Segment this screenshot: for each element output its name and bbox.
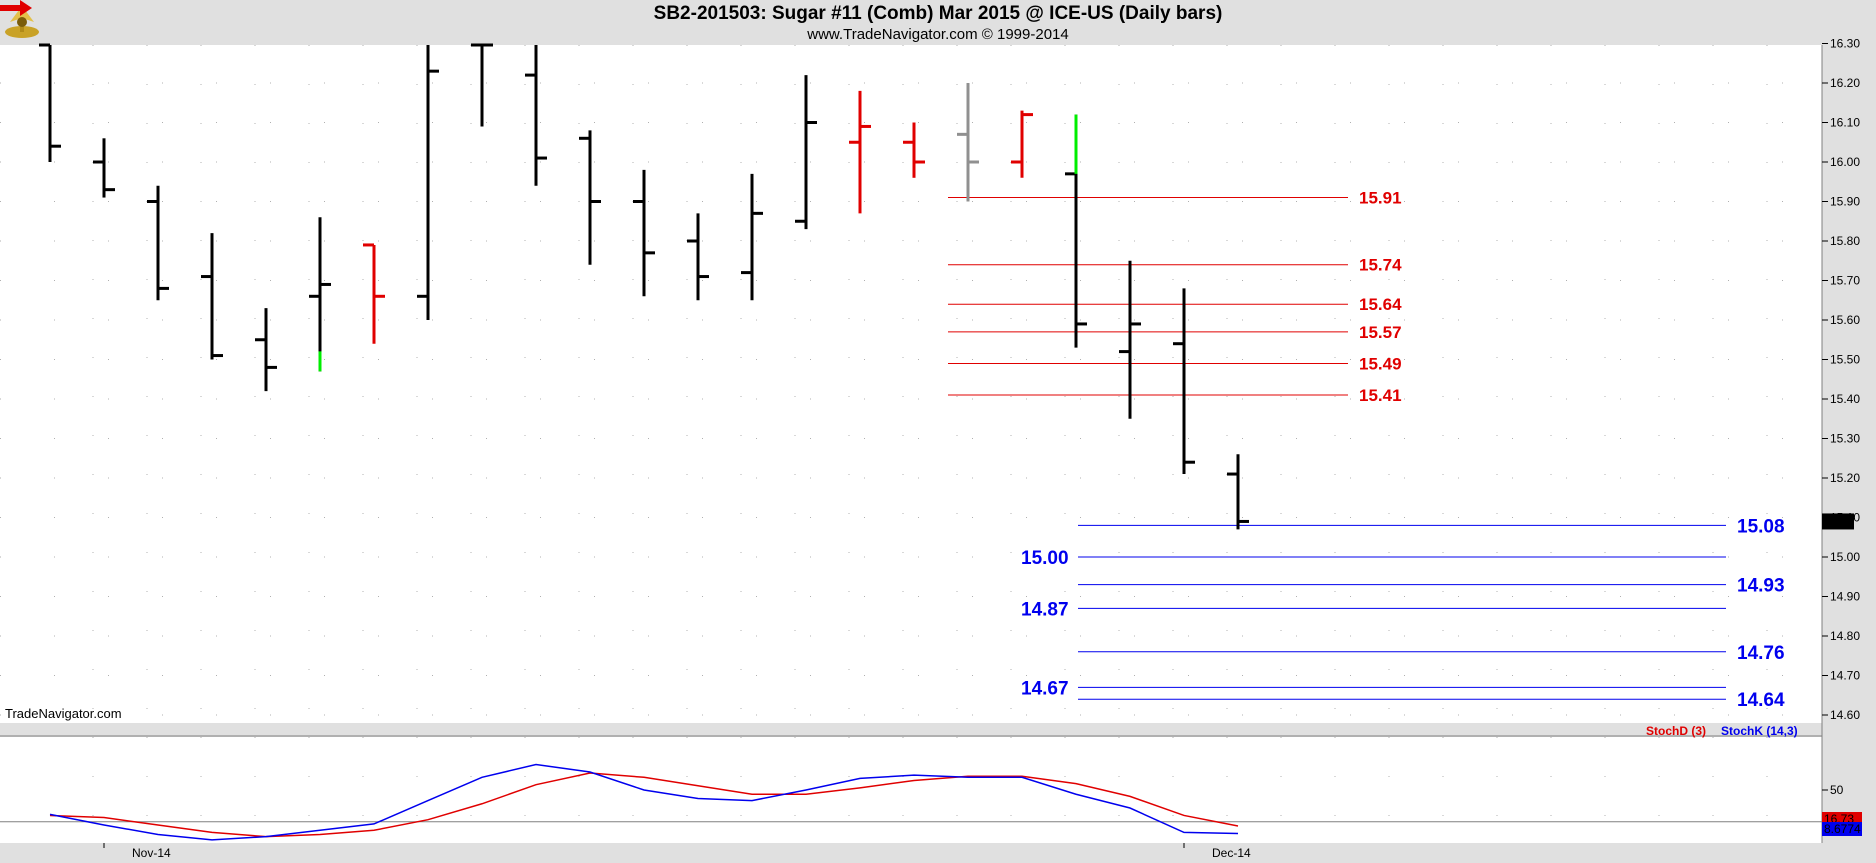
chart-subtitle: www.TradeNavigator.com © 1999-2014 xyxy=(807,26,1069,43)
stochk-line xyxy=(49,763,1239,841)
support-label: 15.08 xyxy=(1737,516,1785,537)
support-label: 14.67 xyxy=(1021,678,1069,699)
ohlc-bar xyxy=(39,43,61,162)
stochk-last-box xyxy=(1822,822,1862,836)
scroll-right-arrow-icon[interactable] xyxy=(0,0,32,16)
y-axis-tick-label: 15.90 xyxy=(1830,195,1860,209)
ohlc-bar xyxy=(579,130,601,265)
support-label: 14.76 xyxy=(1737,643,1785,664)
y-axis-tick-label: 15.60 xyxy=(1830,313,1860,327)
resistance-label: 15.41 xyxy=(1359,386,1402,405)
ohlc-bar xyxy=(957,83,979,202)
ohlc-bar xyxy=(849,90,871,214)
stochastic-panel xyxy=(0,737,1822,843)
ohlc-bar xyxy=(1065,114,1087,348)
resistance-label: 15.57 xyxy=(1359,323,1402,342)
ohlc-bar xyxy=(741,173,763,301)
x-axis-tick-label: Dec-14 xyxy=(1212,846,1251,860)
y-axis-tick-label: 16.20 xyxy=(1830,76,1860,90)
last-price-label: 15.09 xyxy=(1824,514,1854,528)
legend-stochd: StochD (3) xyxy=(1646,724,1706,738)
support-label: 14.93 xyxy=(1737,576,1785,597)
ohlc-bar xyxy=(795,75,817,230)
y-axis-tick-label: 15.40 xyxy=(1830,392,1860,406)
price-panel xyxy=(0,45,1822,723)
resistance-label: 15.64 xyxy=(1359,295,1402,314)
ohlc-bar xyxy=(525,45,547,186)
ohlc-bar xyxy=(633,169,655,297)
stochastic-legend: StochD (3) StochK (14,3) xyxy=(1646,724,1798,738)
x-axis-tick-label: Nov-14 xyxy=(132,846,171,860)
y-axis-tick-label: 14.60 xyxy=(1830,708,1860,722)
ohlc-bar xyxy=(903,122,925,178)
support-label: 15.00 xyxy=(1021,548,1069,569)
y-axis-tick-label: 14.80 xyxy=(1830,629,1860,643)
ohlc-bar xyxy=(363,243,385,344)
watermark: TradeNavigator.com xyxy=(5,706,122,721)
y-axis-tick-label: 15.70 xyxy=(1830,274,1860,288)
y-axis-tick-label: 15.30 xyxy=(1830,432,1860,446)
y-axis-tick-label: 16.30 xyxy=(1830,37,1860,51)
y-axis-tick-label: 15.50 xyxy=(1830,353,1860,367)
y-axis-tick-label: 15.00 xyxy=(1830,550,1860,564)
resistance-label: 15.49 xyxy=(1359,354,1402,373)
ohlc-bar xyxy=(1011,110,1033,178)
ohlc-bar xyxy=(255,308,277,392)
ohlc-bar xyxy=(93,138,115,198)
ohlc-bar xyxy=(1173,288,1195,475)
stochk-last-label: 8.6774 xyxy=(1824,822,1861,836)
ohlc-bar xyxy=(1227,454,1249,530)
stochd-line xyxy=(49,772,1239,838)
y-axis-tick-label: 16.10 xyxy=(1830,116,1860,130)
support-label: 14.64 xyxy=(1737,690,1785,711)
y-axis-tick-label: 14.70 xyxy=(1830,669,1860,683)
last-price-marker: 15.09 xyxy=(1822,513,1854,530)
support-label: 14.87 xyxy=(1021,599,1069,620)
ohlc-bar xyxy=(687,213,709,301)
ohlc-bar xyxy=(1119,260,1141,419)
ohlc-bar xyxy=(147,185,169,301)
ohlc-bar xyxy=(471,43,493,127)
legend-stochk: StochK (14,3) xyxy=(1721,724,1798,738)
y-axis-tick-label: 16.00 xyxy=(1830,155,1860,169)
stoch-axis-tick-label: 50 xyxy=(1830,783,1844,797)
ohlc-bar xyxy=(201,233,223,360)
resistance-label: 15.74 xyxy=(1359,256,1402,275)
ohlc-bar xyxy=(417,45,439,320)
last-price-box xyxy=(1822,513,1854,530)
y-axis-tick-label: 15.80 xyxy=(1830,234,1860,248)
ohlc-bar xyxy=(309,217,331,372)
stoch-last-values: 16.738.6774 xyxy=(1822,812,1862,836)
y-axis-tick-label: 14.90 xyxy=(1830,590,1860,604)
chart-title: SB2-201503: Sugar #11 (Comb) Mar 2015 @ … xyxy=(653,3,1223,24)
y-axis-tick-label: 15.20 xyxy=(1830,471,1860,485)
resistance-label: 15.91 xyxy=(1359,189,1402,208)
